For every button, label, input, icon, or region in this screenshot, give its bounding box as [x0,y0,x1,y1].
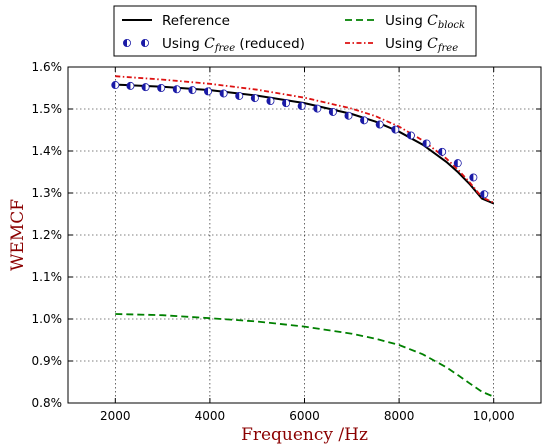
series-reduced-point [266,97,275,106]
series-reduced-point [453,159,462,168]
series-block-line [115,313,495,398]
series-reduced-point [438,147,447,156]
series-reduced-point [422,139,431,148]
y-tick-label: 1.0% [32,312,63,326]
series-layer [111,75,495,398]
y-tick-label: 1.3% [32,186,63,200]
legend-marker [140,39,149,48]
y-tick-label: 1.4% [32,144,63,158]
series-reduced-point [282,99,291,108]
x-tick-label: 10,000 [473,409,515,423]
series-reduced-point [406,131,415,140]
series-reduced-point [126,81,135,90]
y-tick-label: 0.8% [32,396,63,410]
y-tick-label: 1.6% [32,60,63,74]
legend-label: Using Cfree (reduced) [162,36,305,54]
x-tick-label: 2000 [100,409,131,423]
series-reduced-point [157,84,166,93]
grid-lines [68,66,541,404]
series-reduced-point [235,91,244,100]
series-reduced-point [344,111,353,120]
series-reduced-point [204,87,213,96]
series-reduced-point [141,83,150,92]
series-reduced-point [469,173,478,182]
series-reduced-point [375,120,384,129]
series-reduced-point [328,107,337,116]
series-reduced-point [219,89,228,98]
legend-item-ref: Reference [122,13,230,29]
x-tick-label: 6000 [289,409,320,423]
series-reduced-point [188,86,197,95]
x-tick-label: 8000 [384,409,415,423]
series-free-line [115,75,495,204]
x-axis-label: Frequency /Hz [241,425,368,445]
series-reduced-point [111,81,120,90]
series-reduced-point [250,94,259,103]
legend-box [113,5,477,57]
y-tick-label: 1.5% [32,102,63,116]
series-reduced-point [172,85,181,94]
y-tick-label: 1.1% [32,270,63,284]
axis-ticks: 2000 4000 6000 8000 10,000 0.8% 0.9% 1.0% 1.1% 1.… [32,60,541,423]
series-reduced-point [391,125,400,134]
y-tick-label: 0.9% [32,354,63,368]
y-tick-label: 1.2% [32,228,63,242]
series-reduced-point [480,190,489,199]
y-axis-label: WEMCF [8,199,28,271]
series-reduced-point [313,104,322,113]
legend-item-reduced: Using Cfree (reduced) [123,36,305,54]
series-reduced-point [360,116,369,125]
legend-marker [123,39,132,48]
legend-label: Reference [162,13,230,29]
series-reduced-point [297,102,306,111]
series-ref-line [115,83,495,205]
x-tick-label: 4000 [195,409,226,423]
